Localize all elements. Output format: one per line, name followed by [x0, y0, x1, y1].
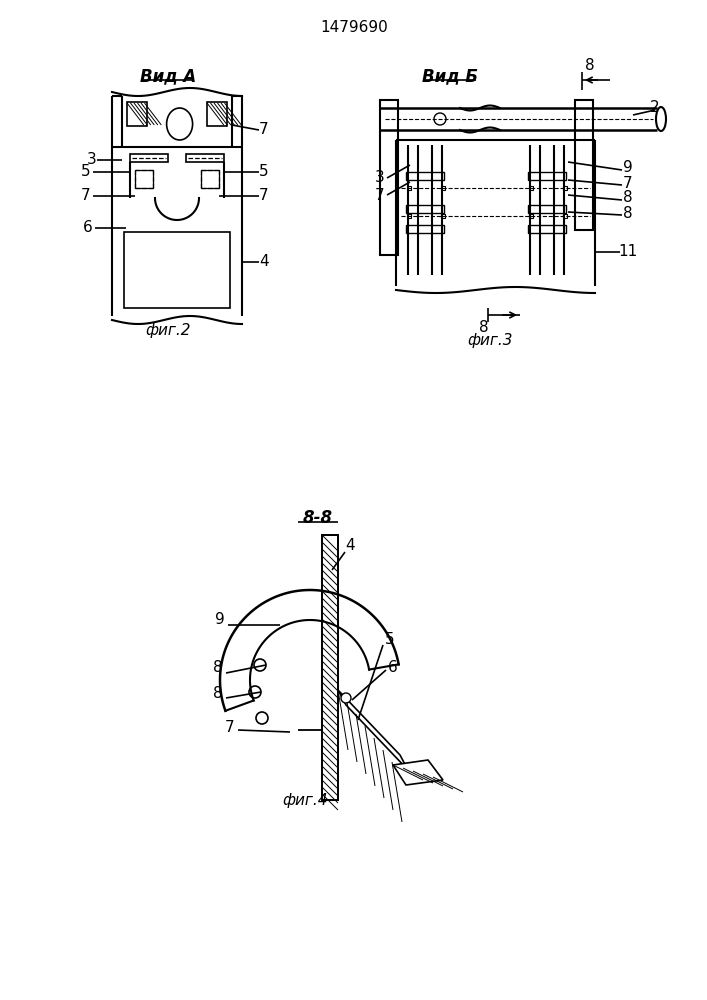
Text: 7: 7	[259, 188, 269, 204]
Text: Вид А: Вид А	[140, 67, 196, 85]
Bar	[207, 102, 227, 126]
Text: 8: 8	[623, 206, 633, 221]
Bar	[322, 535, 338, 800]
Bar	[528, 205, 566, 213]
Bar	[407, 186, 411, 190]
Bar	[201, 170, 219, 188]
Text: 9: 9	[623, 160, 633, 176]
Text: 11: 11	[619, 244, 638, 259]
Text: 6: 6	[83, 221, 93, 235]
Ellipse shape	[656, 107, 666, 131]
Circle shape	[341, 693, 351, 703]
Text: 3: 3	[375, 170, 385, 186]
Text: 8-8: 8-8	[303, 509, 333, 527]
Text: 8: 8	[479, 320, 489, 334]
Ellipse shape	[167, 108, 192, 140]
Text: 7: 7	[259, 122, 269, 137]
Text: 7: 7	[375, 188, 385, 202]
Text: 7: 7	[623, 176, 633, 190]
Text: фиг.4: фиг.4	[282, 792, 328, 808]
Text: 5: 5	[385, 633, 395, 648]
Bar	[441, 214, 445, 218]
Text: 7: 7	[226, 720, 235, 736]
Polygon shape	[338, 690, 408, 770]
Text: 4: 4	[259, 254, 269, 269]
Circle shape	[256, 712, 268, 724]
Bar	[130, 154, 168, 162]
Circle shape	[254, 659, 266, 671]
Text: 8: 8	[623, 190, 633, 206]
Text: Вид Б: Вид Б	[422, 67, 478, 85]
Bar	[406, 172, 444, 180]
Bar	[322, 535, 338, 800]
Bar	[406, 205, 444, 213]
Bar	[127, 102, 147, 126]
Bar	[529, 186, 533, 190]
Bar	[528, 225, 566, 233]
Bar	[529, 214, 533, 218]
Text: 4: 4	[345, 538, 355, 552]
Text: 8: 8	[214, 686, 223, 700]
Text: 7: 7	[81, 188, 90, 204]
Bar	[563, 214, 567, 218]
Text: фиг.2: фиг.2	[145, 322, 191, 338]
Text: 2: 2	[650, 101, 660, 115]
Bar	[135, 170, 153, 188]
Text: 5: 5	[259, 164, 269, 180]
Text: 1479690: 1479690	[320, 20, 388, 35]
Bar	[563, 186, 567, 190]
Bar	[380, 100, 398, 255]
Bar	[186, 154, 224, 162]
Text: 3: 3	[87, 152, 97, 167]
Bar	[406, 225, 444, 233]
Bar	[575, 100, 593, 230]
Text: 6: 6	[388, 660, 398, 676]
Polygon shape	[393, 760, 443, 785]
Bar	[407, 214, 411, 218]
Circle shape	[434, 113, 446, 125]
Text: фиг.3: фиг.3	[467, 332, 513, 348]
Text: 8: 8	[214, 660, 223, 676]
Circle shape	[249, 686, 261, 698]
Text: 5: 5	[81, 164, 90, 180]
Text: 8: 8	[585, 57, 595, 73]
Bar	[528, 172, 566, 180]
Bar	[441, 186, 445, 190]
Bar	[124, 232, 230, 308]
Text: 9: 9	[215, 612, 225, 628]
